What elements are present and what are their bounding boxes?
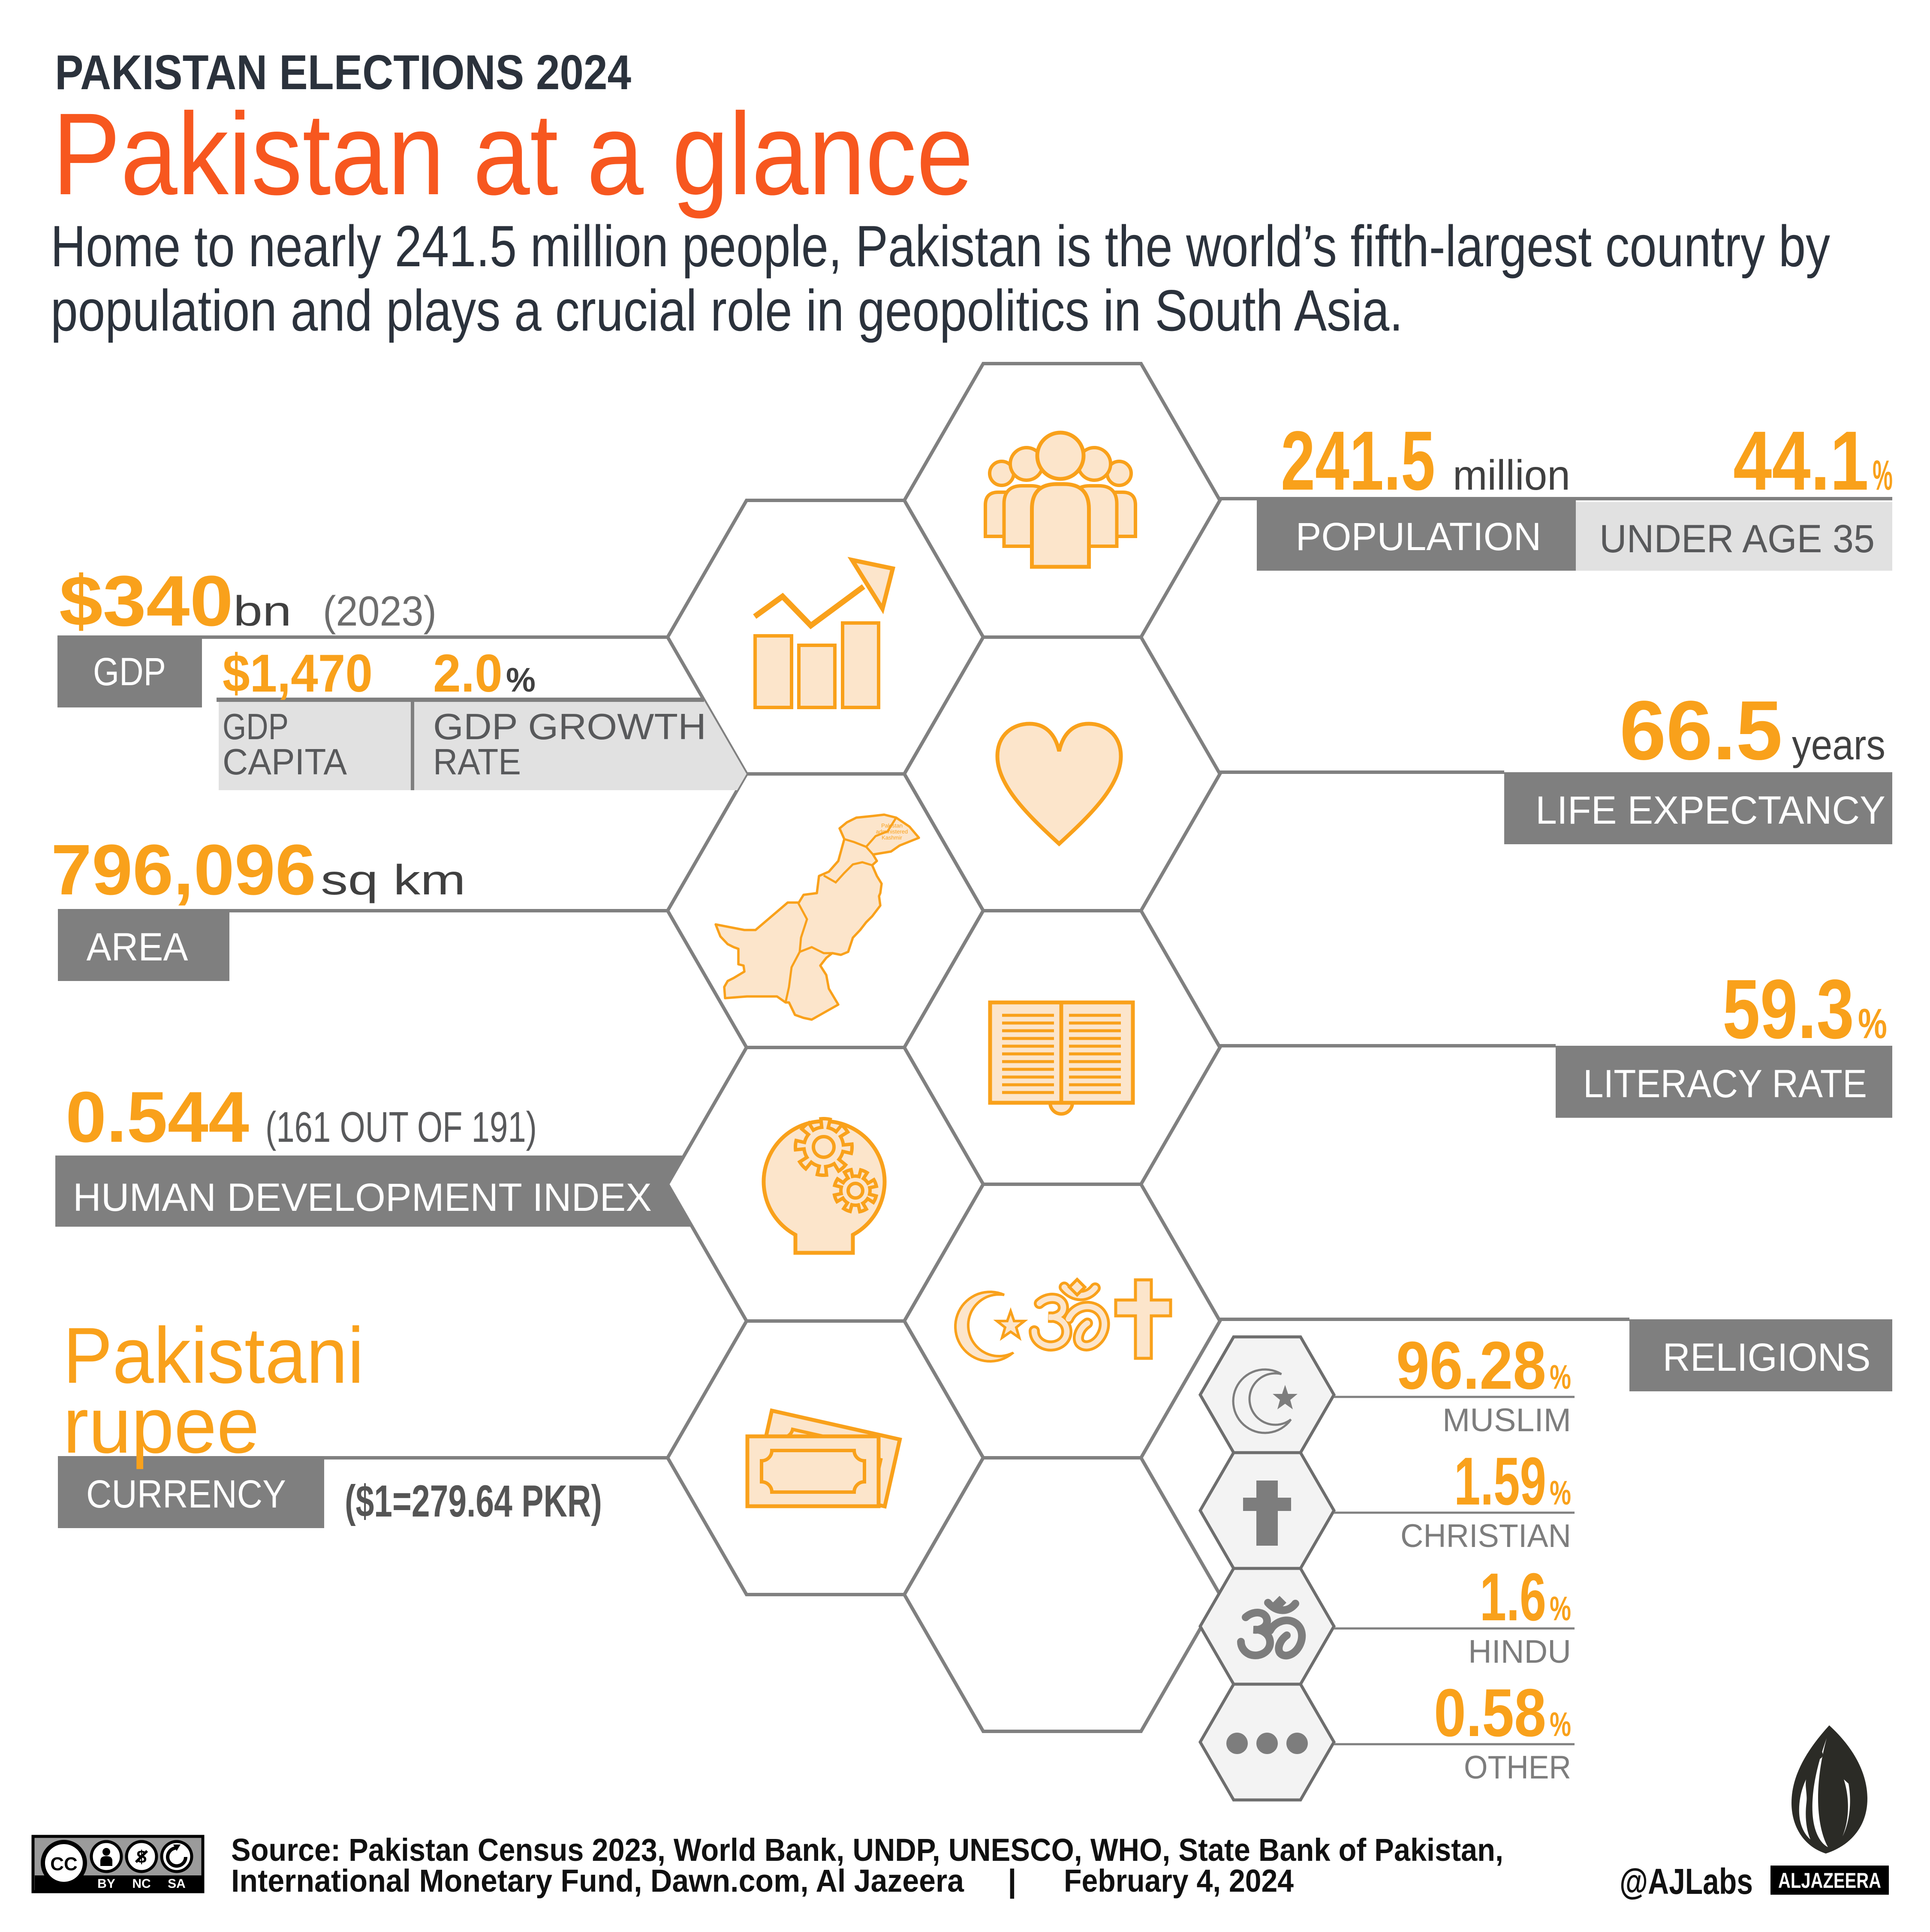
- svg-text:RATE: RATE: [433, 742, 521, 782]
- svg-text:$1,470: $1,470: [223, 644, 373, 703]
- svg-text:RELIGIONS: RELIGIONS: [1663, 1336, 1871, 1379]
- svg-text:NC: NC: [132, 1877, 151, 1891]
- svg-text:Pakistani: Pakistani: [63, 1312, 364, 1400]
- svg-text:Source: Pakistan Census 2023,: Source: Pakistan Census 2023, World Bank…: [231, 1832, 1503, 1868]
- svg-text:PAKISTAN ELECTIONS 2024: PAKISTAN ELECTIONS 2024: [55, 45, 631, 100]
- svg-text:population and plays a crucial: population and plays a crucial role in g…: [51, 278, 1403, 343]
- svg-text:International Monetary Fund, D: International Monetary Fund, Dawn.com, A…: [231, 1863, 1294, 1899]
- svg-text:59.3%: 59.3%: [1722, 962, 1887, 1056]
- svg-text:GDP: GDP: [93, 650, 166, 694]
- svg-text:CC: CC: [50, 1854, 78, 1875]
- svg-text:OTHER: OTHER: [1464, 1749, 1571, 1786]
- svg-text:Pakistan at a glance: Pakistan at a glance: [52, 89, 973, 220]
- svg-text:LITERACY RATE: LITERACY RATE: [1583, 1062, 1867, 1106]
- svg-text:CURRENCY: CURRENCY: [86, 1472, 286, 1516]
- svg-text:2.0%: 2.0%: [433, 644, 536, 703]
- svg-text:CAPITA: CAPITA: [223, 742, 347, 782]
- svg-text:HUMAN DEVELOPMENT INDEX: HUMAN DEVELOPMENT INDEX: [73, 1176, 652, 1219]
- svg-text:ALJAZEERA: ALJAZEERA: [1778, 1869, 1881, 1893]
- svg-text:Pakistan: Pakistan: [881, 822, 903, 829]
- svg-text:AREA: AREA: [87, 925, 189, 969]
- svg-text:HINDU: HINDU: [1468, 1634, 1571, 1670]
- svg-text:LIFE EXPECTANCY: LIFE EXPECTANCY: [1536, 788, 1885, 832]
- svg-text:44.1%: 44.1%: [1733, 414, 1893, 508]
- svg-text:1.6%: 1.6%: [1480, 1559, 1571, 1635]
- svg-text:1.59%: 1.59%: [1454, 1444, 1571, 1519]
- svg-text:0.58%: 0.58%: [1434, 1675, 1571, 1751]
- svg-text:GDP GROWTH: GDP GROWTH: [433, 707, 706, 747]
- svg-text:UNDER AGE 35: UNDER AGE 35: [1599, 517, 1875, 561]
- svg-text:CHRISTIAN: CHRISTIAN: [1400, 1518, 1571, 1554]
- svg-text:rupee: rupee: [63, 1381, 259, 1470]
- svg-text:GDP: GDP: [223, 707, 289, 747]
- svg-text:POPULATION: POPULATION: [1296, 515, 1542, 559]
- svg-text:Home to nearly 241.5 million p: Home to nearly 241.5 million people, Pak…: [51, 214, 1830, 279]
- svg-text:$340bn(2023): $340bn (2023): [59, 561, 437, 641]
- svg-text:MUSLIM: MUSLIM: [1442, 1402, 1571, 1438]
- svg-text:Kashmir: Kashmir: [882, 834, 902, 841]
- svg-text:96.28%: 96.28%: [1396, 1328, 1571, 1403]
- svg-text:($1=279.64 PKR): ($1=279.64 PKR): [345, 1476, 602, 1526]
- svg-text:SA: SA: [168, 1877, 186, 1891]
- svg-text:@AJLabs: @AJLabs: [1620, 1861, 1753, 1902]
- svg-text:0.544(161 OUT OF 191): 0.544 (161 OUT OF 191): [66, 1077, 537, 1157]
- svg-text:administered: administered: [876, 828, 908, 835]
- svg-text:BY: BY: [97, 1877, 115, 1891]
